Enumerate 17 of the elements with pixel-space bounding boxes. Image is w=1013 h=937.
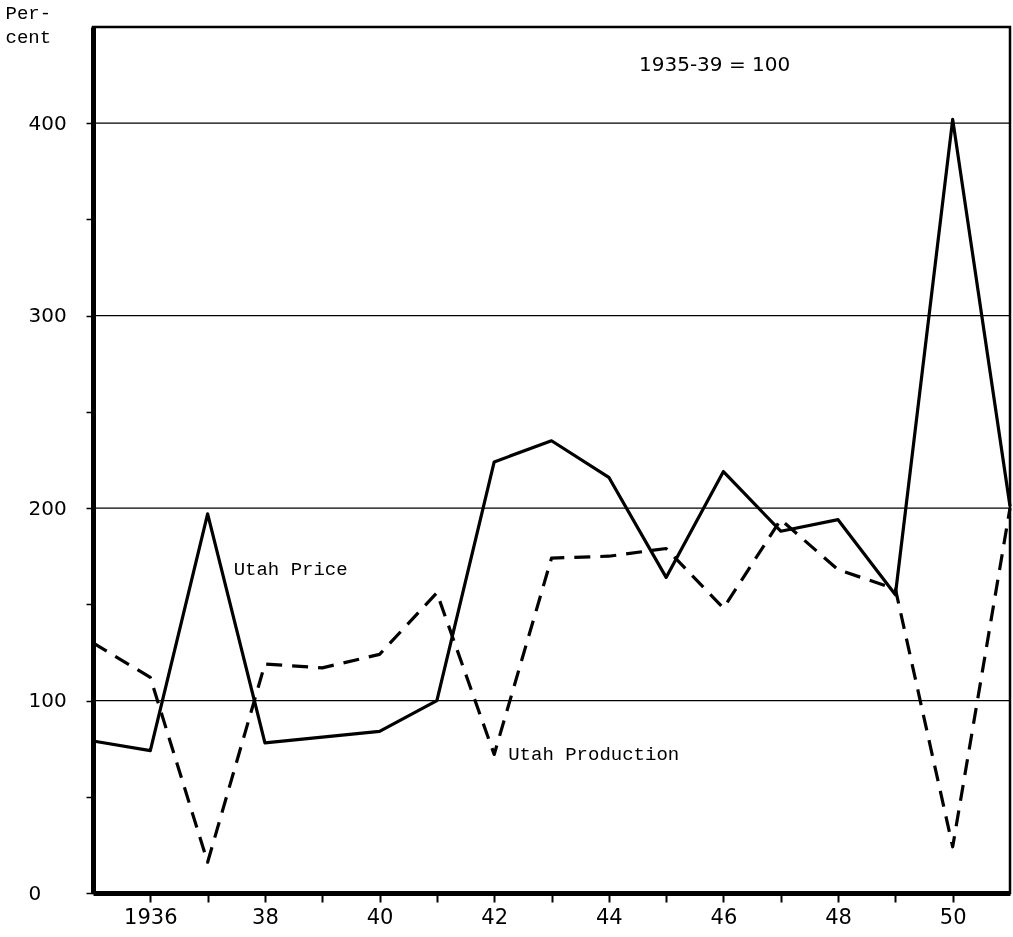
x-tick-label: 42 xyxy=(481,904,509,929)
y-tick-label: 400 xyxy=(28,110,67,135)
y-axis-title: Per-cent xyxy=(5,2,52,49)
y-tick-label: 200 xyxy=(28,495,67,520)
x-tick-label: 48 xyxy=(825,904,852,929)
x-tick-label: 1936 xyxy=(124,904,178,929)
x-tick-label: 46 xyxy=(710,904,738,929)
annotation: 1935-39 = 100 xyxy=(639,52,791,76)
y-tick-label: 0 xyxy=(28,880,42,905)
series-label: Utah Price xyxy=(233,558,348,581)
series-label: Utah Production xyxy=(508,744,680,767)
y-tick-label: 100 xyxy=(28,688,67,713)
x-tick-label: 50 xyxy=(939,904,967,929)
x-tick-label: 38 xyxy=(252,904,279,929)
y-tick-label: 300 xyxy=(28,303,67,328)
x-tick-label: 40 xyxy=(366,904,394,929)
x-tick-label: 44 xyxy=(595,904,623,929)
